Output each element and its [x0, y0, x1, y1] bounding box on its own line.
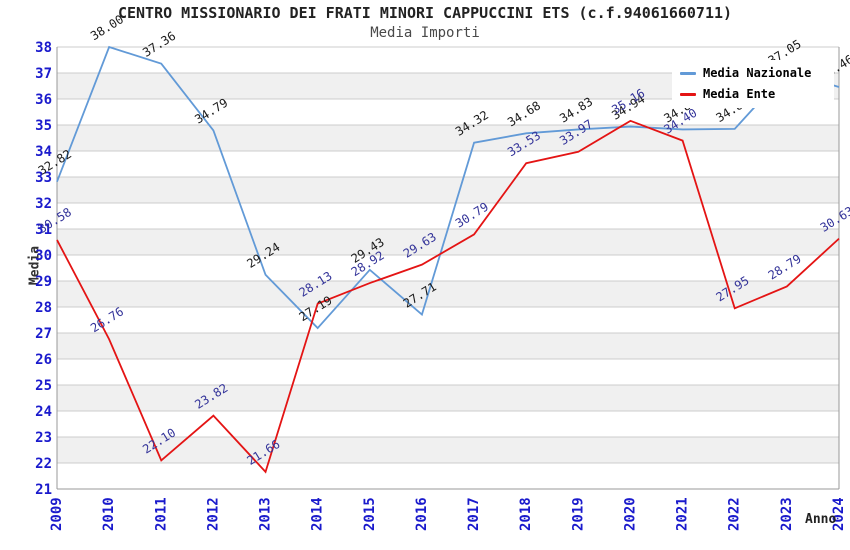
svg-text:33: 33	[35, 170, 52, 186]
svg-text:21: 21	[35, 482, 52, 498]
svg-text:2017: 2017	[466, 497, 482, 531]
svg-text:38.00: 38.00	[88, 12, 126, 43]
chart-title: CENTRO MISSIONARIO DEI FRATI MINORI CAPP…	[117, 4, 733, 22]
series-line-media-ente	[56, 119, 840, 474]
svg-text:2013: 2013	[258, 497, 274, 531]
x-axis-title: Anno	[805, 512, 837, 527]
svg-text:28: 28	[35, 300, 52, 316]
svg-text:34.79: 34.79	[192, 96, 230, 127]
svg-text:31: 31	[35, 222, 52, 238]
svg-text:2018: 2018	[518, 497, 534, 531]
legend-label-media-nazionale: Media Nazionale	[703, 66, 812, 80]
media-nazionale-line-swatch	[680, 71, 696, 75]
legend: Media Nazionale Media Ente	[672, 60, 834, 108]
series-labels-media-nazionale: 32.8238.0037.3634.7929.2427.1929.4327.71…	[36, 12, 850, 324]
svg-text:2023: 2023	[779, 497, 795, 531]
svg-text:2016: 2016	[414, 497, 430, 531]
svg-text:27: 27	[35, 326, 52, 342]
svg-text:2010: 2010	[101, 497, 117, 531]
svg-text:23: 23	[35, 430, 52, 446]
background-bands	[57, 73, 839, 463]
svg-text:2014: 2014	[310, 497, 326, 531]
x-axis-tick-labels: 2009 2010 2011 2012 2013 2014 2015 2016 2017 2018…	[49, 497, 847, 531]
svg-text:2020: 2020	[622, 497, 638, 531]
svg-text:2012: 2012	[205, 497, 221, 531]
svg-text:30: 30	[35, 248, 52, 264]
svg-text:2011: 2011	[153, 497, 169, 531]
legend-item-media-nazionale: Media Nazionale	[680, 66, 826, 80]
plot-frame	[56, 47, 840, 490]
svg-text:25: 25	[35, 378, 52, 394]
svg-text:36: 36	[35, 92, 52, 108]
svg-text:2015: 2015	[362, 497, 378, 531]
svg-text:2022: 2022	[727, 497, 743, 531]
svg-text:2024: 2024	[831, 497, 847, 531]
svg-text:30.79: 30.79	[453, 200, 491, 231]
svg-text:2019: 2019	[570, 497, 586, 531]
svg-text:29: 29	[35, 274, 52, 290]
svg-text:38: 38	[35, 40, 52, 56]
svg-text:2009: 2009	[49, 497, 65, 531]
svg-text:32: 32	[35, 196, 52, 212]
svg-text:2021: 2021	[675, 497, 691, 531]
svg-text:22: 22	[35, 456, 52, 472]
legend-item-media-ente: Media Ente	[680, 87, 826, 101]
svg-text:37.36: 37.36	[140, 29, 178, 60]
y-axis-tick-labels: 21 22 23 24 25 26 27 28 29 30 31 32 33 34 35 36 37 38	[35, 40, 52, 498]
svg-text:24: 24	[35, 404, 52, 420]
svg-text:26: 26	[35, 352, 52, 368]
svg-text:28.79: 28.79	[766, 252, 804, 283]
chart-subtitle: Media Importi	[370, 25, 480, 41]
svg-text:34: 34	[35, 144, 52, 160]
series-line-media-nazionale	[56, 45, 840, 330]
media-ente-line-swatch	[680, 92, 696, 96]
legend-label-media-ente: Media Ente	[703, 87, 776, 101]
svg-text:37: 37	[35, 66, 52, 82]
svg-text:35: 35	[35, 118, 52, 134]
